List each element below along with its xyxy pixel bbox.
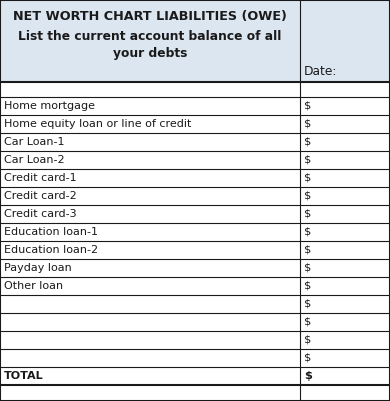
Bar	[0, 0, 390, 82]
Text: Education loan-2: Education loan-2	[4, 245, 98, 255]
Text: $: $	[304, 227, 311, 237]
Text: $: $	[304, 371, 312, 381]
Text: TOTAL: TOTAL	[4, 371, 44, 381]
Text: Credit card-1: Credit card-1	[4, 173, 76, 183]
Text: Home equity loan or line of credit: Home equity loan or line of credit	[4, 119, 191, 129]
Text: $: $	[304, 317, 311, 327]
Text: Home mortgage: Home mortgage	[4, 101, 95, 111]
Text: $: $	[304, 173, 311, 183]
Text: Car Loan-2: Car Loan-2	[4, 155, 65, 165]
Text: $: $	[304, 353, 311, 363]
Text: $: $	[304, 155, 311, 165]
Text: $: $	[304, 299, 311, 309]
Text: Payday loan: Payday loan	[4, 263, 72, 273]
Text: Credit card-2: Credit card-2	[4, 191, 77, 201]
Text: Date:: Date:	[304, 65, 337, 78]
Text: List the current account balance of all
your debts: List the current account balance of all …	[18, 30, 282, 59]
Text: $: $	[304, 281, 311, 291]
Text: $: $	[304, 137, 311, 147]
Text: $: $	[304, 335, 311, 345]
Text: $: $	[304, 119, 311, 129]
Text: Car Loan-1: Car Loan-1	[4, 137, 64, 147]
Text: $: $	[304, 101, 311, 111]
Text: $: $	[304, 209, 311, 219]
Text: $: $	[304, 245, 311, 255]
Text: Education loan-1: Education loan-1	[4, 227, 98, 237]
Text: Other loan: Other loan	[4, 281, 63, 291]
Text: NET WORTH CHART LIABILITIES (OWE): NET WORTH CHART LIABILITIES (OWE)	[13, 10, 287, 23]
Text: $: $	[304, 191, 311, 201]
Text: Credit card-3: Credit card-3	[4, 209, 76, 219]
Text: $: $	[304, 263, 311, 273]
